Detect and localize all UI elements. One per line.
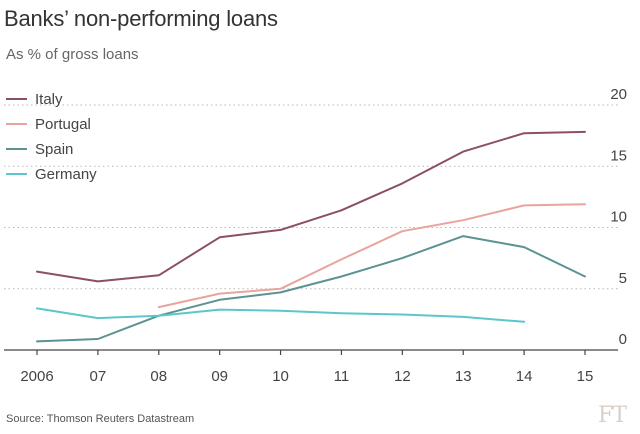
legend: Italy Portugal Spain Germany bbox=[6, 91, 97, 183]
x-tick-label: 2006 bbox=[20, 368, 53, 385]
series-line-germany bbox=[36, 307, 526, 323]
x-tick-label: 15 bbox=[577, 368, 594, 385]
x-tick-label: 09 bbox=[211, 368, 228, 385]
legend-label-spain: Spain bbox=[35, 141, 73, 158]
y-tick-label: 15 bbox=[610, 147, 627, 164]
x-tick-label: 07 bbox=[90, 368, 107, 385]
source-note: Source: Thomson Reuters Datastream bbox=[6, 413, 195, 425]
x-tick-label: 12 bbox=[394, 368, 411, 385]
y-tick-label: 0 bbox=[619, 331, 627, 348]
y-tick-label: 20 bbox=[610, 86, 627, 103]
x-tick-label: 10 bbox=[272, 368, 289, 385]
chart-title: Banks’ non-performing loans bbox=[4, 6, 278, 31]
chart-subtitle: As % of gross loans bbox=[6, 46, 139, 63]
x-axis: 2006 07 08 09 10 11 12 13 14 15 bbox=[4, 349, 618, 385]
series-lines bbox=[36, 130, 586, 343]
legend-label-italy: Italy bbox=[35, 91, 63, 108]
y-tick-label: 10 bbox=[610, 209, 627, 226]
x-tick-label: 13 bbox=[455, 368, 472, 385]
y-tick-label: 5 bbox=[619, 270, 627, 287]
series-line-portugal bbox=[157, 203, 586, 309]
x-tick-label: 14 bbox=[516, 368, 533, 385]
x-tick-label: 08 bbox=[150, 368, 167, 385]
x-tick-label: 11 bbox=[334, 368, 350, 385]
legend-label-portugal: Portugal bbox=[35, 116, 91, 133]
series-line-spain bbox=[36, 235, 586, 343]
gridlines bbox=[4, 104, 618, 290]
y-axis-labels: 0 5 10 15 20 bbox=[610, 86, 627, 348]
ft-logo: FT bbox=[598, 403, 627, 428]
series-line-italy bbox=[36, 130, 586, 283]
legend-label-germany: Germany bbox=[35, 166, 97, 183]
